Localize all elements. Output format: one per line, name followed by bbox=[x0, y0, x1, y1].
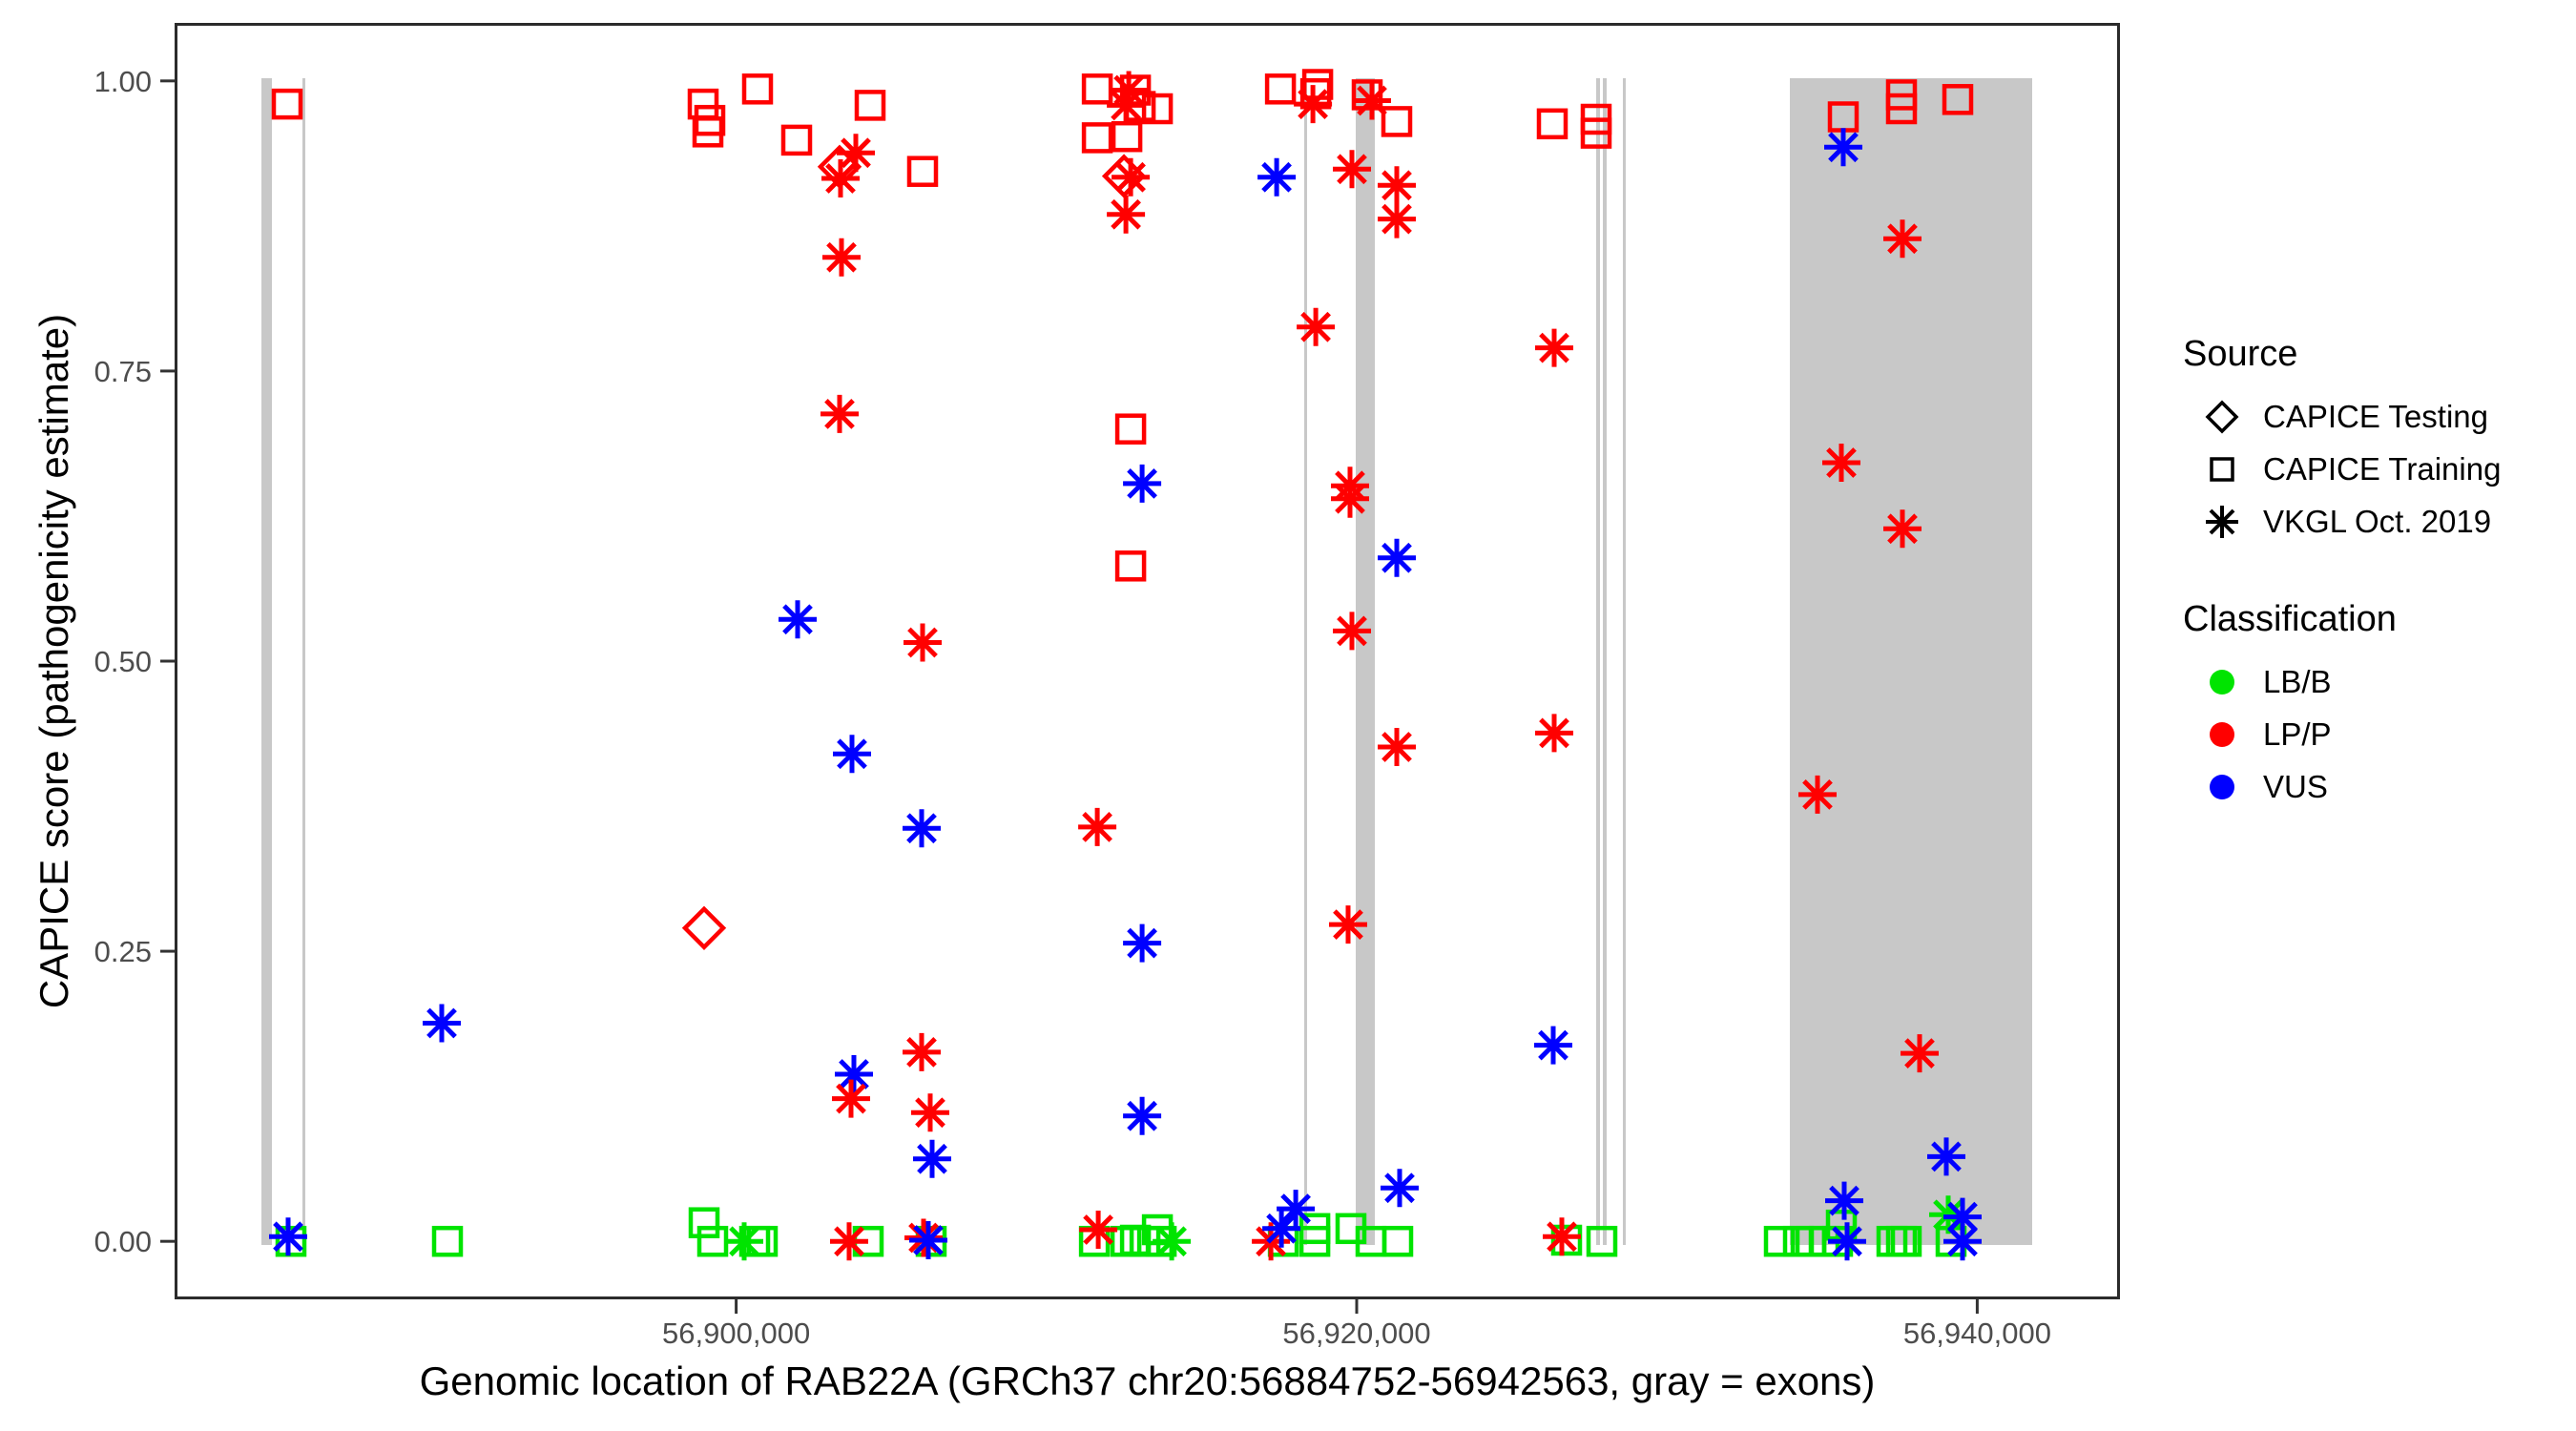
x-axis-title: Genomic location of RAB22A (GRCh37 chr20… bbox=[419, 1358, 1876, 1403]
legend-label: CAPICE Training bbox=[2263, 450, 2502, 487]
exon-band bbox=[261, 78, 272, 1245]
x-tick-label: 56,920,000 bbox=[1282, 1317, 1430, 1350]
legend-label: LB/B bbox=[2263, 663, 2332, 699]
green-dot-icon bbox=[2210, 669, 2234, 695]
exon-band bbox=[1603, 78, 1607, 1245]
red-dot-icon bbox=[2210, 721, 2234, 747]
x-tick-label: 56,940,000 bbox=[1903, 1317, 2051, 1350]
exon-band bbox=[1790, 78, 2032, 1245]
y-tick-label: 0.50 bbox=[94, 645, 152, 678]
y-tick-label: 0.75 bbox=[94, 355, 152, 388]
exon-band bbox=[1304, 78, 1307, 1245]
legend-label: LP/P bbox=[2263, 716, 2332, 752]
legend-classification-title: Classification bbox=[2183, 599, 2397, 639]
y-tick-label: 0.25 bbox=[94, 935, 152, 968]
diamond-icon bbox=[2205, 400, 2239, 433]
square-icon bbox=[2210, 456, 2234, 482]
plot-panel bbox=[175, 23, 2120, 1299]
x-tick-label: 56,900,000 bbox=[662, 1317, 810, 1350]
exon-band bbox=[1356, 78, 1375, 1245]
exon-band bbox=[1596, 78, 1600, 1245]
exon-band bbox=[1623, 78, 1626, 1245]
blue-dot-icon bbox=[2210, 774, 2234, 799]
y-axis-title: CAPICE score (pathogenicity estimate) bbox=[31, 313, 76, 1009]
y-tick-label: 1.00 bbox=[94, 65, 152, 98]
asterisk-icon bbox=[2206, 505, 2238, 538]
legend-item-vus: VUS bbox=[2183, 760, 2569, 813]
legend: Source CAPICE Testing CAPICE Training VK… bbox=[2183, 334, 2569, 813]
legend-item-capice-training: CAPICE Training bbox=[2183, 443, 2569, 495]
legend-spacer bbox=[2183, 548, 2569, 599]
legend-item-lbb: LB/B bbox=[2183, 655, 2569, 708]
legend-source-title: Source bbox=[2183, 334, 2298, 374]
legend-label: VKGL Oct. 2019 bbox=[2263, 503, 2492, 539]
y-tick-label: 0.00 bbox=[94, 1225, 152, 1258]
legend-item-capice-testing: CAPICE Testing bbox=[2183, 390, 2569, 443]
legend-label: CAPICE Testing bbox=[2263, 398, 2488, 434]
legend-label: VUS bbox=[2263, 768, 2328, 804]
legend-item-vkgl: VKGL Oct. 2019 bbox=[2183, 495, 2569, 548]
legend-item-lpp: LP/P bbox=[2183, 708, 2569, 760]
exon-band bbox=[302, 78, 305, 1245]
